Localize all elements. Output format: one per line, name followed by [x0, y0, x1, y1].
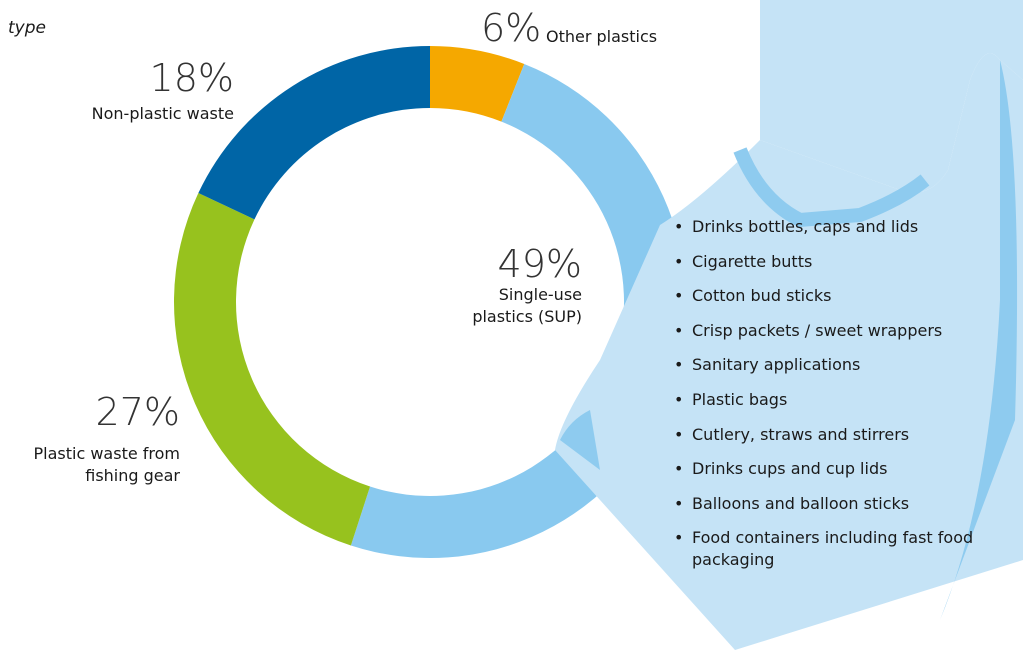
donut-segment [198, 46, 430, 220]
value-label: 6% [481, 6, 542, 50]
list-item: Cotton bud sticks [672, 285, 1022, 307]
bag-corner [560, 410, 600, 470]
list-item: Cutlery, straws and stirrers [672, 424, 1022, 446]
list-item: Cigarette butts [672, 251, 1022, 273]
category-label: Single-use plastics (SUP) [472, 285, 582, 326]
value-label: 18% [149, 56, 234, 100]
item-list: Drinks bottles, caps and lids Cigarette b… [672, 216, 1022, 584]
value-label: 49% [497, 242, 582, 286]
list-item: Drinks cups and cup lids [672, 458, 1022, 480]
category-label: Non-plastic waste [91, 104, 234, 123]
donut-segment [173, 193, 371, 546]
bag-handle [760, 0, 1023, 193]
category-label: Other plastics [546, 27, 658, 46]
list-item: Drinks bottles, caps and lids [672, 216, 1022, 238]
value-label: 27% [95, 390, 180, 434]
donut-segment [430, 46, 525, 122]
list-item: Balloons and balloon sticks [672, 493, 1022, 515]
list-item: Plastic bags [672, 389, 1022, 411]
list-item: Sanitary applications [672, 354, 1022, 376]
title: type [8, 18, 46, 38]
category-label: Plastic waste from fishing gear [33, 444, 181, 485]
list-item: Crisp packets / sweet wrappers [672, 320, 1022, 342]
list-item: Food containers including fast food pack… [672, 527, 1022, 571]
